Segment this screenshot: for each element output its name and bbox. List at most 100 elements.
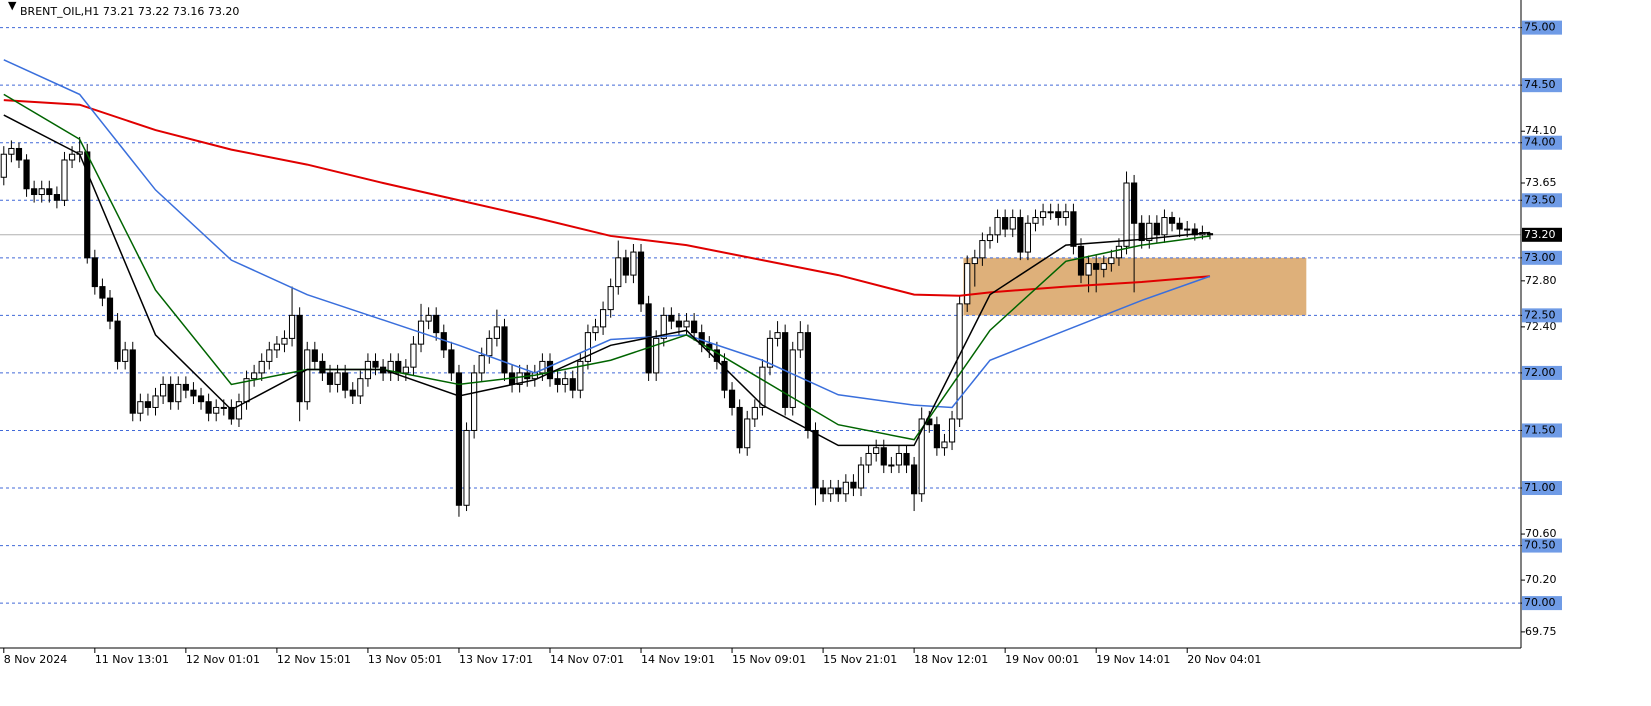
level-tag xyxy=(1522,135,1562,150)
x-tick-label: 14 Nov 07:01 xyxy=(550,653,624,666)
candle-body xyxy=(1161,217,1168,236)
candle-body xyxy=(850,481,857,489)
candle-body xyxy=(311,349,318,362)
candle-body xyxy=(448,349,455,374)
level-tag xyxy=(1522,596,1562,611)
candle-body xyxy=(827,487,834,495)
candle-body xyxy=(182,383,189,391)
candle-body xyxy=(493,326,500,339)
level-tag xyxy=(1522,193,1562,208)
candle-body xyxy=(979,240,986,259)
candle-body xyxy=(1032,217,1039,224)
candle-body xyxy=(941,441,948,449)
level-label: 75.00 xyxy=(1524,21,1556,34)
candle-body xyxy=(653,337,660,374)
candle-body xyxy=(357,378,364,397)
candle-body xyxy=(812,429,819,489)
candle-body xyxy=(433,314,440,334)
candle-body xyxy=(1138,222,1145,242)
candle-body xyxy=(964,263,971,305)
candle-body xyxy=(1100,263,1107,270)
candle-body xyxy=(728,389,736,408)
candle-body xyxy=(956,303,963,420)
level-label: 71.00 xyxy=(1524,481,1556,494)
candle-body xyxy=(1146,222,1153,242)
candle-body xyxy=(220,406,227,409)
candle-body xyxy=(213,406,220,414)
zone xyxy=(963,257,1307,316)
candle-body xyxy=(1047,211,1054,214)
candle-body xyxy=(478,355,485,374)
level-tag xyxy=(1522,78,1562,93)
candle-body xyxy=(888,464,895,467)
candle-body xyxy=(971,257,978,265)
x-tick-label: 19 Nov 14:01 xyxy=(1096,653,1170,666)
x-tick-label: 19 Nov 00:01 xyxy=(1005,653,1079,666)
candle-body xyxy=(23,159,30,190)
candle-body xyxy=(713,349,720,362)
candle-body xyxy=(152,395,159,408)
x-tick-label: 12 Nov 15:01 xyxy=(277,653,351,666)
candle-body xyxy=(258,360,265,374)
candle-body xyxy=(1002,217,1009,230)
candle-body xyxy=(691,320,698,334)
candle-body xyxy=(471,372,478,431)
candle-body xyxy=(546,360,554,380)
candle-body xyxy=(774,332,781,339)
candle-body xyxy=(53,194,60,201)
candle-body xyxy=(751,406,758,420)
candle-body xyxy=(501,326,508,374)
level-label: 74.50 xyxy=(1524,78,1556,91)
x-tick-label: 8 Nov 2024 xyxy=(4,653,67,666)
candle-body xyxy=(683,320,690,328)
candle-body xyxy=(880,447,887,466)
x-tick-label: 11 Nov 13:01 xyxy=(95,653,169,666)
candle-body xyxy=(167,383,174,403)
candle-body xyxy=(235,401,243,420)
x-tick-label: 12 Nov 01:01 xyxy=(186,653,260,666)
candle-body xyxy=(99,286,106,299)
menu-arrow[interactable]: ▼ xyxy=(8,0,17,12)
candle-body xyxy=(1085,263,1092,276)
candle-body xyxy=(539,360,546,374)
candle-body xyxy=(903,452,910,466)
candle-body xyxy=(516,372,523,385)
y-tick-label: 69.75 xyxy=(1525,625,1557,638)
candle-body xyxy=(326,372,334,385)
candle-body xyxy=(1093,263,1100,270)
candle-body xyxy=(1184,228,1191,231)
y-tick-label: 74.10 xyxy=(1525,124,1557,137)
candle-body xyxy=(1009,217,1016,230)
y-tick-label: 70.60 xyxy=(1525,527,1557,540)
candle-body xyxy=(562,378,569,385)
candle-body xyxy=(463,429,470,506)
candle-body xyxy=(607,286,614,311)
x-tick-label: 18 Nov 12:01 xyxy=(914,653,988,666)
candle-body xyxy=(819,487,827,495)
candle-body xyxy=(455,372,463,506)
x-tick-label: 20 Nov 04:01 xyxy=(1187,653,1261,666)
x-tick-label: 14 Nov 19:01 xyxy=(641,653,715,666)
candle-body xyxy=(122,349,129,362)
candle-body xyxy=(577,360,584,391)
level-label: 73.50 xyxy=(1524,193,1556,206)
candle-body xyxy=(835,487,842,495)
level-label: 72.00 xyxy=(1524,366,1556,379)
candle-body xyxy=(395,360,402,374)
candle-body xyxy=(637,251,645,305)
candle-body xyxy=(873,447,880,454)
candle-body xyxy=(197,395,205,403)
level-label: 72.50 xyxy=(1524,308,1556,321)
candle-body xyxy=(554,378,561,385)
price-label: 73.20 xyxy=(1524,228,1556,241)
candle-body xyxy=(630,251,637,276)
candle-body xyxy=(1115,245,1123,259)
y-tick-label: 72.80 xyxy=(1525,274,1557,287)
candle-body xyxy=(668,314,675,322)
level-tag xyxy=(1522,250,1562,265)
candle-body xyxy=(91,257,98,288)
candle-body xyxy=(1062,211,1069,219)
candle-body xyxy=(675,320,683,328)
candle-body xyxy=(918,418,925,495)
